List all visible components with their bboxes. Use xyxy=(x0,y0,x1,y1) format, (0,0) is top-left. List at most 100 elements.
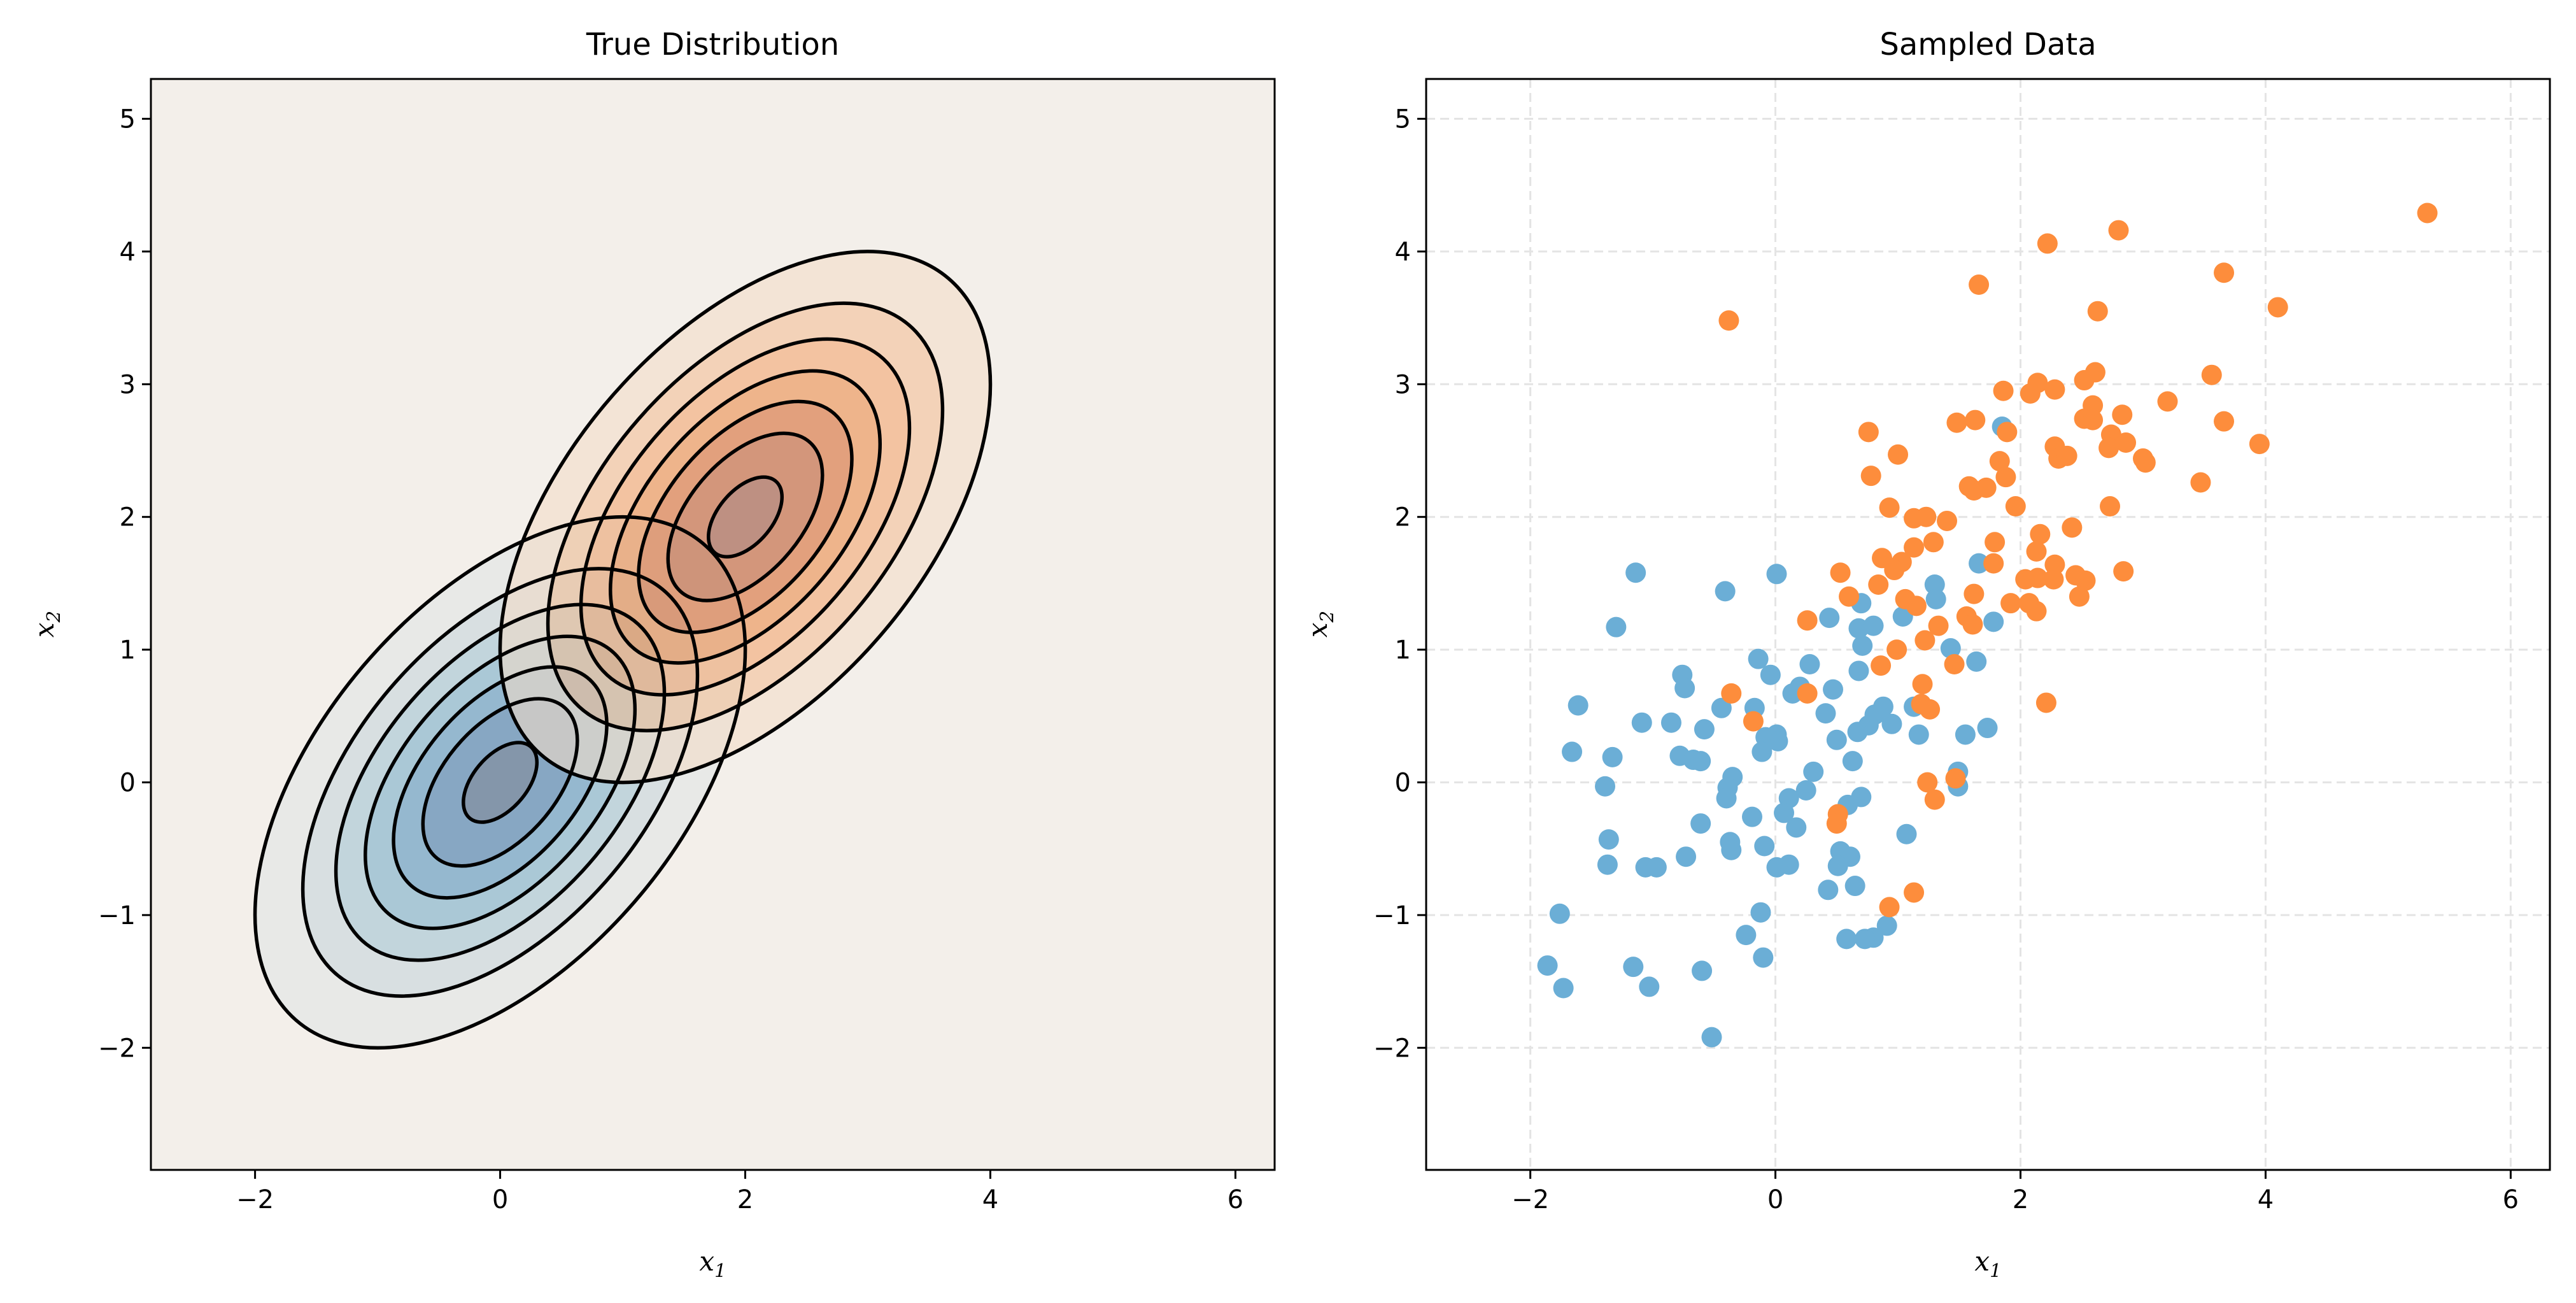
data-point-orange xyxy=(2044,379,2065,400)
data-point-orange xyxy=(1945,768,1966,789)
data-point-blue xyxy=(1795,780,1816,801)
data-point-blue xyxy=(1983,611,2004,632)
data-point-orange xyxy=(1969,274,1990,295)
x-axis-label-subscript: 1 xyxy=(714,1260,726,1281)
data-point-blue xyxy=(1736,925,1757,946)
y-tick-label: 3 xyxy=(1395,370,1411,399)
data-point-orange xyxy=(1797,610,1818,631)
data-point-blue xyxy=(1848,660,1869,681)
data-point-blue xyxy=(1549,903,1570,924)
data-point-orange xyxy=(1886,639,1907,660)
data-point-blue xyxy=(1694,719,1715,740)
data-point-blue xyxy=(1966,651,1987,672)
series-blue xyxy=(1537,416,2013,1048)
x-tick-label: 0 xyxy=(1767,1185,1783,1214)
data-point-blue xyxy=(1815,703,1836,724)
data-point-orange xyxy=(2005,496,2026,517)
contour-line-orange xyxy=(640,402,851,631)
data-point-orange xyxy=(2214,262,2235,283)
y-tick-label: −1 xyxy=(98,901,136,930)
data-point-blue xyxy=(1623,957,1644,978)
x-axis-label-main: x xyxy=(699,1246,714,1277)
contour-lines xyxy=(166,154,1080,1144)
y-tick-label: 5 xyxy=(120,105,136,134)
data-point-orange xyxy=(1962,614,1983,635)
data-point-blue xyxy=(1690,813,1711,834)
data-point-blue xyxy=(1716,788,1737,809)
tick-layer: −2 0 2 4 6 −2 −1 0 1 2 3 4 5 xyxy=(98,105,1243,1214)
data-point-orange xyxy=(1928,615,1949,636)
data-point-orange xyxy=(1914,630,1936,651)
data-point-orange xyxy=(1924,789,1945,810)
data-point-blue xyxy=(1606,616,1627,637)
data-point-orange xyxy=(1904,882,1925,903)
data-point-blue xyxy=(1977,718,1998,739)
data-point-orange xyxy=(2062,517,2083,538)
x-tick-label: 4 xyxy=(982,1185,998,1214)
data-point-orange xyxy=(1916,506,1937,527)
data-point-orange xyxy=(1989,451,2010,472)
y-tick-label: 0 xyxy=(1395,768,1411,797)
data-point-orange xyxy=(2249,434,2270,455)
x-tick-label: 6 xyxy=(1228,1185,1243,1214)
data-point-orange xyxy=(2157,391,2178,412)
data-point-blue xyxy=(1818,879,1839,901)
data-point-orange xyxy=(1839,586,1860,607)
data-point-orange xyxy=(1858,422,1879,443)
x-axis-label-subscript: 1 xyxy=(1990,1260,2001,1281)
y-tick-label: 5 xyxy=(1395,105,1411,134)
data-point-blue xyxy=(1955,724,1976,745)
contour-line-blue xyxy=(395,668,605,897)
data-point-orange xyxy=(1983,553,2004,574)
y-axis-label-subscript: 2 xyxy=(1316,611,1338,623)
data-point-orange xyxy=(1912,674,1933,695)
y-axis-label-main: x xyxy=(1302,622,1333,637)
data-point-blue xyxy=(1819,608,1840,629)
data-point-blue xyxy=(1844,876,1865,897)
data-point-orange xyxy=(2087,301,2108,322)
contour-line-orange xyxy=(476,225,1015,809)
x-axis-label: x1 xyxy=(699,1246,726,1281)
contour-line-blue xyxy=(276,539,725,1025)
data-point-orange xyxy=(1920,699,1941,720)
data-point-orange xyxy=(2075,570,2096,591)
data-point-orange xyxy=(1995,467,2016,488)
data-point-orange xyxy=(1868,574,1889,595)
data-point-blue xyxy=(1625,562,1646,583)
data-point-blue xyxy=(1715,581,1736,602)
y-tick-label: −1 xyxy=(1373,901,1411,930)
data-point-blue xyxy=(1752,741,1773,762)
contour-line-orange xyxy=(695,462,796,571)
y-axis-label: x2 xyxy=(29,611,64,637)
chart-title: Sampled Data xyxy=(1879,27,2096,62)
chart-title: True Distribution xyxy=(586,27,839,62)
data-point-orange xyxy=(1721,683,1742,704)
y-tick-label: −2 xyxy=(1373,1034,1411,1063)
data-point-blue xyxy=(1639,976,1660,997)
data-point-orange xyxy=(2108,220,2129,241)
data-point-blue xyxy=(1925,588,1946,609)
data-point-orange xyxy=(2214,411,2235,432)
data-point-blue xyxy=(1568,695,1589,716)
data-point-orange xyxy=(2043,569,2064,590)
data-point-orange xyxy=(1937,510,1958,531)
data-point-orange xyxy=(2044,554,2065,575)
y-tick-label: 4 xyxy=(120,238,136,267)
data-point-blue xyxy=(1537,955,1558,976)
data-point-blue xyxy=(1823,679,1844,700)
data-point-blue xyxy=(1748,648,1769,669)
contour-line-orange xyxy=(600,359,891,674)
data-point-orange xyxy=(1797,683,1818,704)
data-point-blue xyxy=(1908,724,1929,745)
data-point-orange xyxy=(1993,380,2014,401)
data-point-blue xyxy=(1855,929,1876,950)
data-point-orange xyxy=(2027,567,2048,588)
data-point-blue xyxy=(1690,751,1711,772)
data-point-blue xyxy=(1876,915,1897,936)
data-point-orange xyxy=(2135,452,2156,473)
data-point-blue xyxy=(1660,712,1681,733)
contour-layer xyxy=(166,154,1080,1144)
data-point-blue xyxy=(1827,855,1848,876)
series-orange xyxy=(1718,203,2438,918)
